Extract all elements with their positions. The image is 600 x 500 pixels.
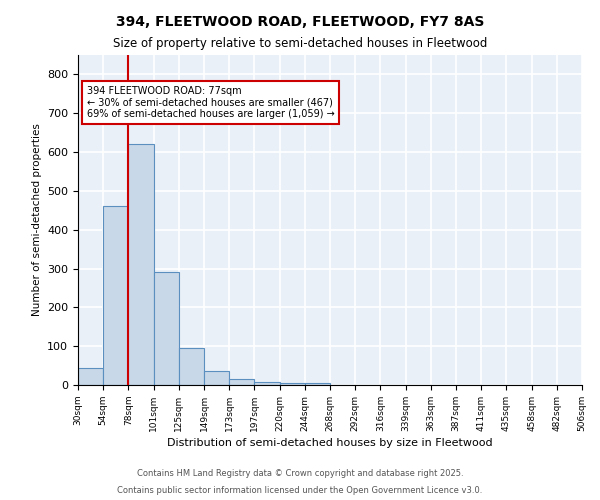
Text: 394, FLEETWOOD ROAD, FLEETWOOD, FY7 8AS: 394, FLEETWOOD ROAD, FLEETWOOD, FY7 8AS [116, 15, 484, 29]
Bar [229, 379, 254, 385]
Y-axis label: Number of semi-detached properties: Number of semi-detached properties [32, 124, 41, 316]
Bar [179, 348, 204, 385]
Bar [204, 372, 229, 385]
Bar [128, 144, 154, 385]
Bar [154, 272, 179, 385]
Text: Contains public sector information licensed under the Open Government Licence v3: Contains public sector information licen… [118, 486, 482, 495]
Bar [78, 368, 103, 385]
Bar [280, 383, 305, 385]
Text: Contains HM Land Registry data © Crown copyright and database right 2025.: Contains HM Land Registry data © Crown c… [137, 468, 463, 477]
Bar [103, 206, 128, 385]
Text: Size of property relative to semi-detached houses in Fleetwood: Size of property relative to semi-detach… [113, 38, 487, 51]
Bar [305, 383, 330, 385]
Bar [254, 382, 280, 385]
X-axis label: Distribution of semi-detached houses by size in Fleetwood: Distribution of semi-detached houses by … [167, 438, 493, 448]
Text: 394 FLEETWOOD ROAD: 77sqm
← 30% of semi-detached houses are smaller (467)
69% of: 394 FLEETWOOD ROAD: 77sqm ← 30% of semi-… [87, 86, 335, 120]
